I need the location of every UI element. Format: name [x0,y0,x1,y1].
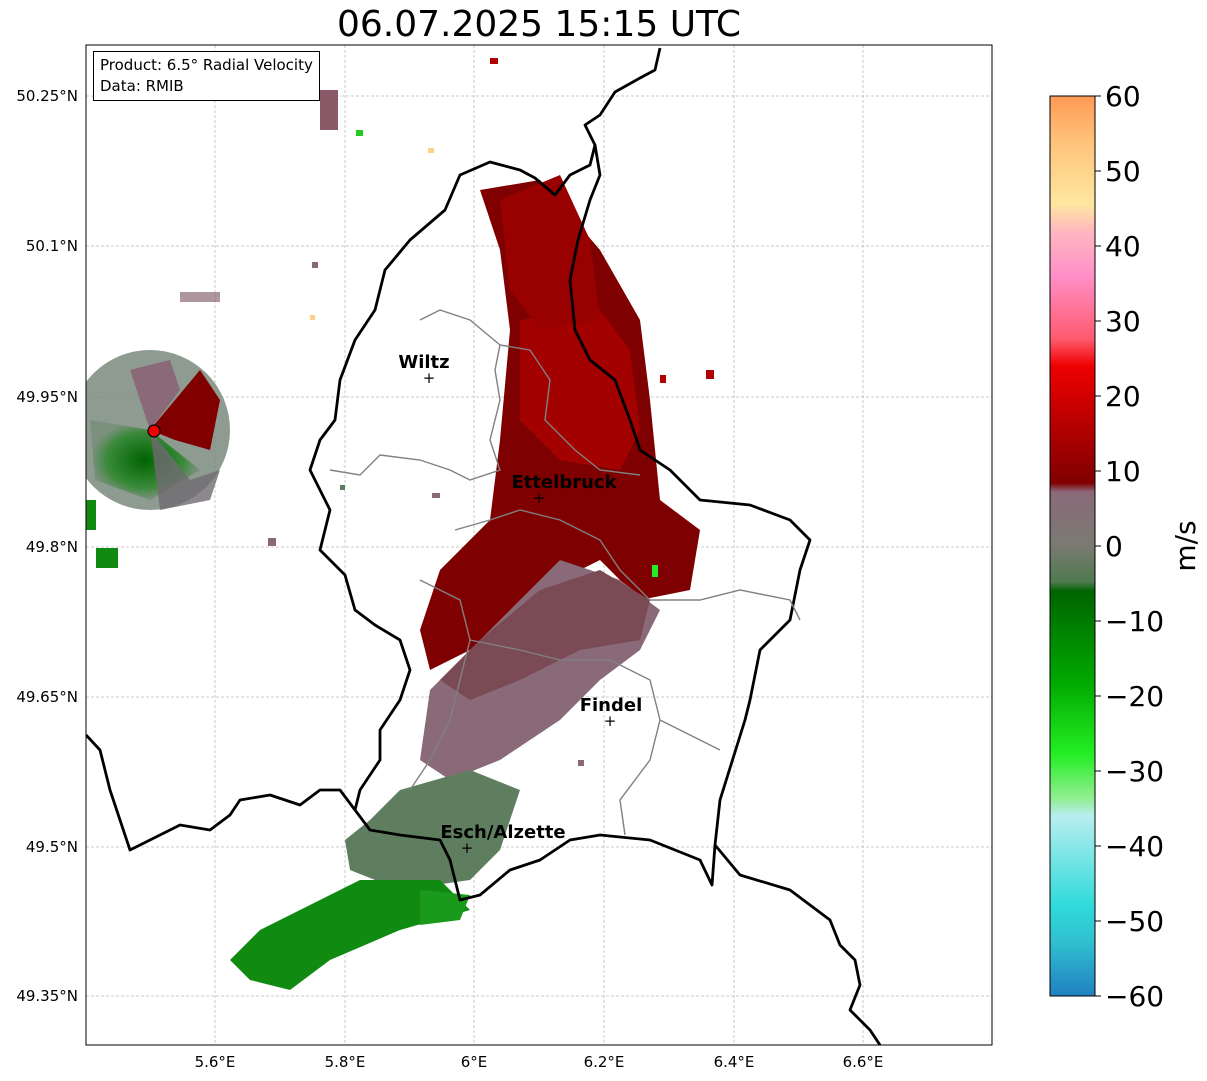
svg-text:+: + [533,489,546,507]
colorbar-tick: 0 [1105,530,1123,563]
canton-boundaries [329,309,801,836]
city-label-ettelbruck: Ettelbruck [511,472,617,493]
svg-text:+: + [604,712,617,730]
lat-tick: 49.35°N [16,987,78,1005]
echo-green-tail [230,880,470,990]
lat-tick: 50.25°N [16,87,78,105]
lon-tick: 6.4°E [714,1053,755,1071]
colorbar-bar [1049,95,1096,997]
city-wiltz: + Wiltz [398,352,449,387]
colorbar-ticks [1095,95,1101,997]
country-borders [86,47,882,1045]
colorbar-tick: −60 [1105,980,1164,1013]
product-info-box: Product: 6.5° Radial Velocity Data: RMIB [93,51,320,101]
svg-text:+: + [461,839,474,857]
city-markers: + Wiltz + Ettelbruck + Findel + Esch/Alz… [398,352,642,857]
product-label: Product: 6.5° Radial Velocity [100,56,313,74]
echo-red-band [520,310,640,470]
colorbar-tick: 30 [1105,305,1141,338]
city-findel: + Findel [580,695,643,730]
echo-red-north [500,175,600,330]
lat-tick-labels: 50.25°N 50.1°N 49.95°N 49.8°N 49.65°N 49… [16,87,78,1005]
scattered-cells [86,58,714,766]
lon-tick: 5.6°E [195,1053,236,1071]
lat-tick: 49.8°N [26,538,78,556]
lat-tick: 49.5°N [26,838,78,856]
city-label-findel: Findel [580,695,643,716]
svg-text:+: + [423,369,436,387]
city-label-esch: Esch/Alzette [440,822,565,843]
colorbar-tick: 50 [1105,155,1141,188]
echo-dark-mauve [440,570,650,700]
lon-tick: 6.2°E [584,1053,625,1071]
colorbar: 60 50 40 30 20 10 0 −10 −20 −30 −40 −50 … [1049,80,1202,1013]
france-border [86,734,357,852]
lon-tick: 5.8°E [325,1053,366,1071]
colorbar-tick: 40 [1105,230,1141,263]
echo-grey-green [345,770,520,890]
colorbar-tick-labels: 60 50 40 30 20 10 0 −10 −20 −30 −40 −50 … [1105,80,1164,1013]
city-ettelbruck: + Ettelbruck [511,472,617,507]
colorbar-tick: −10 [1105,605,1164,638]
plot-frame [85,44,993,1046]
germany-border [713,844,882,1045]
lat-tick: 49.65°N [16,688,78,706]
colorbar-tick: 20 [1105,380,1141,413]
colorbar-tick: −40 [1105,830,1164,863]
city-esch: + Esch/Alzette [440,822,565,857]
lat-tick: 49.95°N [16,388,78,406]
echo-green-light [420,890,470,925]
lon-tick: 6°E [461,1053,488,1071]
chart-title: 06.07.2025 15:15 UTC [336,4,742,45]
lon-tick-labels: 5.6°E 5.8°E 6°E 6.2°E 6.4°E 6.6°E [195,1053,884,1071]
radar-site-marker [147,424,161,438]
velocity-echoes [230,175,700,990]
colorbar-label: m/s [1169,520,1202,571]
lon-tick: 6.6°E [843,1053,884,1071]
lat-tick: 50.1°N [26,237,78,255]
colorbar-tick: 60 [1105,80,1141,113]
city-label-wiltz: Wiltz [398,352,449,373]
colorbar-tick: 10 [1105,455,1141,488]
colorbar-tick: −30 [1105,755,1164,788]
data-source-label: Data: RMIB [100,77,184,95]
colorbar-tick: −20 [1105,680,1164,713]
colorbar-tick: −50 [1105,905,1164,938]
